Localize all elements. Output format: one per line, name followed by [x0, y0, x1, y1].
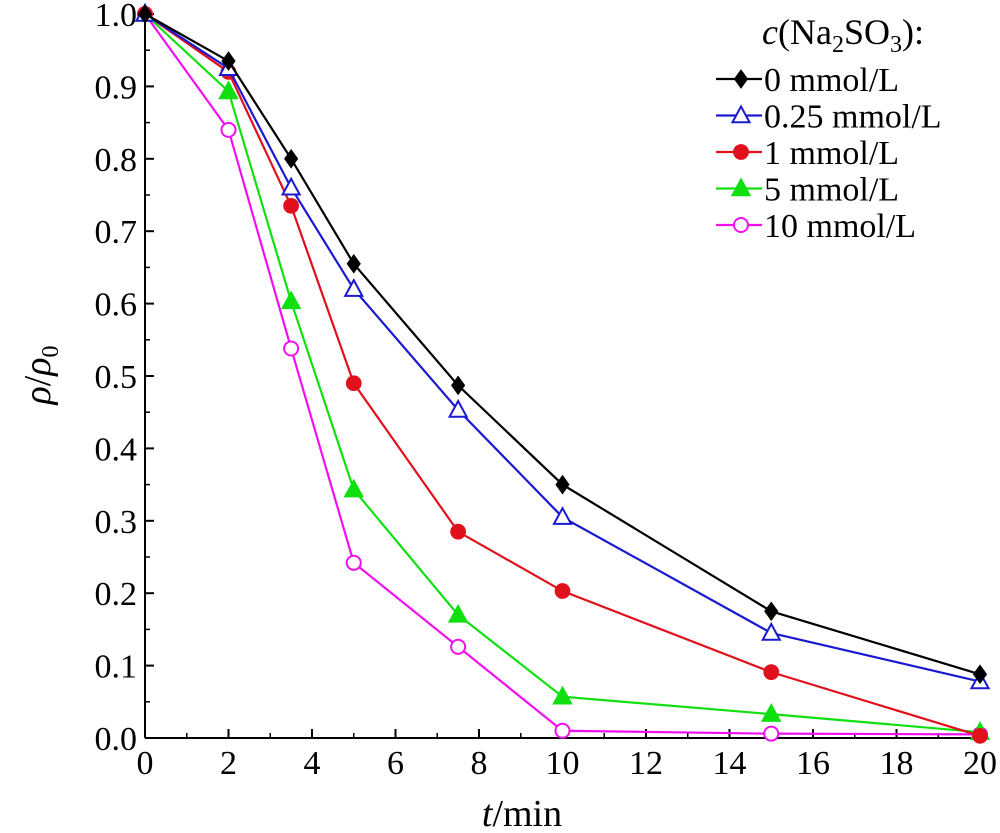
y-tick-label: 0.8 — [95, 142, 138, 179]
legend-marker — [730, 104, 752, 124]
data-point — [451, 375, 466, 396]
legend-label: 0.25 mmol/L — [764, 99, 942, 136]
legend-title: c(Na2SO3): — [762, 12, 924, 58]
series-layer — [134, 2, 991, 744]
legend-title-sub2: 3 — [890, 32, 902, 58]
y-tick-label: 0.2 — [95, 576, 138, 613]
y-axis-label-rho0: ρ — [17, 357, 59, 376]
legend-title-sub1: 2 — [832, 32, 844, 58]
legend-item: 5 mmol/L — [716, 172, 899, 209]
x-tick-label: 8 — [471, 745, 488, 782]
legend-marker — [732, 216, 750, 234]
x-tick-label: 6 — [387, 745, 404, 782]
legend-title-open: (Na — [778, 12, 832, 52]
legend-marker — [733, 69, 749, 89]
data-point — [763, 725, 780, 742]
data-point — [972, 664, 988, 685]
x-tick-label: 16 — [796, 745, 830, 782]
legend-item: 1 mmol/L — [716, 135, 899, 172]
data-point — [280, 176, 302, 196]
data-point — [555, 474, 570, 495]
x-axis-label-var: t — [482, 793, 494, 833]
data-point — [137, 4, 153, 24]
y-axis-label-rho: ρ — [17, 386, 59, 405]
data-point — [554, 583, 571, 599]
series-line — [144, 13, 981, 737]
data-point — [220, 121, 237, 138]
x-axis-label-unit: /min — [492, 793, 562, 833]
data-point — [343, 278, 364, 297]
x-axis-label: t/min — [482, 793, 562, 833]
legend-label: 5 mmol/L — [764, 172, 899, 209]
data-point — [218, 80, 239, 100]
y-tick-label: 0.6 — [95, 287, 138, 324]
data-point — [764, 601, 779, 622]
y-tick-label: 0.7 — [95, 214, 138, 251]
data-point — [345, 554, 362, 571]
series-line — [144, 13, 981, 736]
y-tick-label: 1.0 — [95, 0, 138, 34]
series-0-mmol-l — [137, 4, 988, 685]
data-point — [554, 722, 571, 739]
data-point — [346, 253, 361, 274]
y-tick-label: 0.4 — [95, 431, 138, 468]
x-tick-label: 14 — [713, 745, 747, 782]
series-line — [144, 13, 981, 734]
data-point — [450, 638, 467, 655]
x-tick-label: 2 — [220, 745, 237, 782]
series-0-25-mmol-l — [134, 2, 991, 690]
x-tick-label: 10 — [546, 745, 580, 782]
legend-marker — [733, 144, 749, 160]
legend-item: 0.25 mmol/L — [716, 99, 942, 136]
y-axis-label-slash: / — [17, 375, 59, 386]
data-point — [221, 51, 236, 71]
data-point — [447, 398, 469, 418]
series-line — [144, 13, 981, 683]
x-tick-label: 12 — [629, 745, 663, 782]
data-point — [447, 603, 469, 623]
legend-marker — [730, 177, 752, 197]
y-tick-label: 0.9 — [95, 69, 138, 106]
x-tick-label: 0 — [137, 745, 154, 782]
data-point — [450, 523, 467, 540]
legend-label: 0 mmol/L — [764, 62, 899, 99]
legend-label: 10 mmol/L — [764, 208, 916, 245]
legend-label: 1 mmol/L — [764, 135, 899, 172]
legend-title-close: ): — [902, 12, 924, 52]
legend-item: 0 mmol/L — [716, 62, 899, 99]
data-point — [761, 703, 782, 722]
data-point — [552, 506, 573, 525]
y-axis-label-subscript: 0 — [38, 345, 64, 357]
axes: 0.0 0.1 0.2 0.3 0.4 0.5 0.6 0.7 0.8 0.9 1.0 0 2 4 6 8 10… — [95, 0, 998, 782]
legend-title-mid: SO — [844, 12, 890, 52]
data-point — [283, 340, 300, 357]
y-tick-label: 0.1 — [95, 649, 138, 686]
series-line — [144, 13, 981, 676]
y-axis-label: ρ/ρ0 — [17, 345, 64, 405]
data-point — [284, 148, 299, 169]
data-point — [972, 727, 988, 744]
data-point — [763, 664, 780, 680]
legend-item: 10 mmol/L — [716, 208, 916, 245]
x-tick-label: 20 — [963, 745, 997, 782]
data-point — [343, 478, 364, 498]
legend: 0 mmol/L0.25 mmol/L1 mmol/L5 mmol/L10 mm… — [716, 62, 942, 245]
y-tick-label: 0.5 — [95, 359, 138, 396]
x-tick-label: 4 — [304, 745, 321, 782]
data-point — [761, 621, 782, 641]
data-point — [283, 197, 300, 214]
y-tick-label: 0.3 — [95, 504, 138, 541]
legend-title-c: c — [762, 12, 778, 52]
data-point — [280, 290, 302, 310]
y-tick-label: 0.0 — [95, 721, 138, 758]
x-tick-label: 18 — [880, 745, 914, 782]
data-point — [345, 375, 362, 392]
data-point — [552, 685, 573, 705]
